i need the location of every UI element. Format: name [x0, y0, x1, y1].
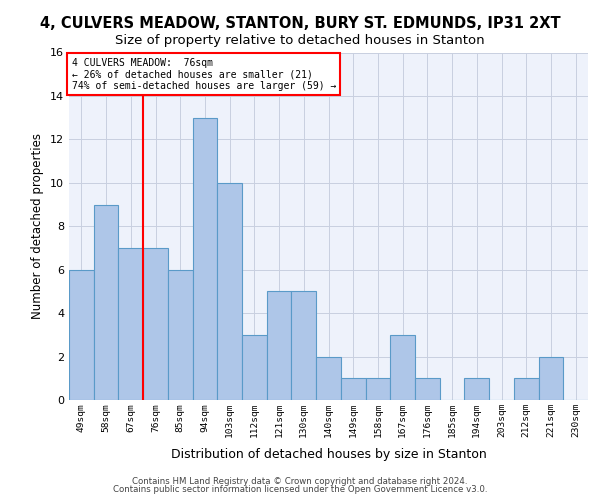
Bar	[365, 378, 390, 400]
Bar	[292, 292, 316, 400]
Text: 4 CULVERS MEADOW:  76sqm
← 26% of detached houses are smaller (21)
74% of semi-d: 4 CULVERS MEADOW: 76sqm ← 26% of detache…	[71, 58, 336, 91]
Bar	[514, 378, 539, 400]
Text: Contains HM Land Registry data © Crown copyright and database right 2024.: Contains HM Land Registry data © Crown c…	[132, 477, 468, 486]
Text: Size of property relative to detached houses in Stanton: Size of property relative to detached ho…	[115, 34, 485, 47]
Bar	[143, 248, 168, 400]
Bar	[539, 356, 563, 400]
Text: 4, CULVERS MEADOW, STANTON, BURY ST. EDMUNDS, IP31 2XT: 4, CULVERS MEADOW, STANTON, BURY ST. EDM…	[40, 16, 560, 31]
Bar	[69, 270, 94, 400]
Bar	[118, 248, 143, 400]
Bar	[242, 335, 267, 400]
Text: Contains public sector information licensed under the Open Government Licence v3: Contains public sector information licen…	[113, 485, 487, 494]
Bar	[341, 378, 365, 400]
Bar	[94, 204, 118, 400]
Bar	[168, 270, 193, 400]
Bar	[267, 292, 292, 400]
Y-axis label: Number of detached properties: Number of detached properties	[31, 133, 44, 320]
Bar	[464, 378, 489, 400]
Bar	[193, 118, 217, 400]
X-axis label: Distribution of detached houses by size in Stanton: Distribution of detached houses by size …	[170, 448, 487, 462]
Bar	[415, 378, 440, 400]
Bar	[390, 335, 415, 400]
Bar	[316, 356, 341, 400]
Bar	[217, 183, 242, 400]
